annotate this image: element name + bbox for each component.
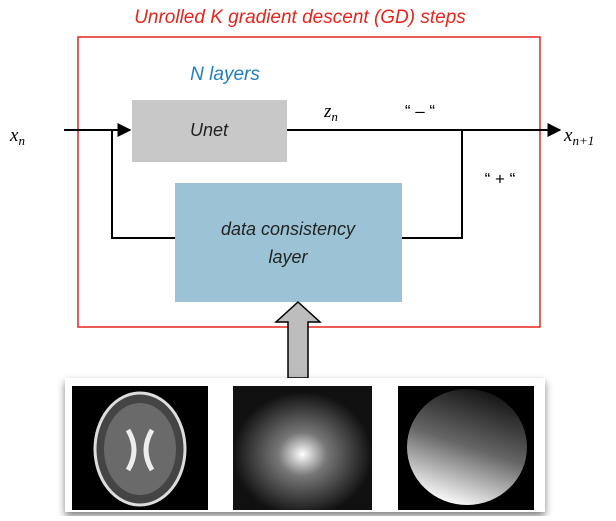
minus-sign: “ – “	[405, 101, 436, 120]
label-part: n	[18, 133, 25, 148]
label-part: n+1	[572, 133, 594, 148]
input-arrow	[276, 302, 320, 378]
output-var: xn+1	[563, 125, 594, 148]
unet-label: Unet	[190, 120, 229, 140]
diagram: Unrolled K gradient descent (GD) steps N…	[0, 0, 616, 516]
z-var: zn	[323, 101, 338, 124]
dc-label: layer	[268, 247, 308, 267]
input-var: xn	[9, 125, 25, 148]
brain-image	[72, 386, 208, 510]
sensitivity-image	[398, 386, 534, 510]
kspace-image	[233, 386, 372, 510]
dc-box	[175, 183, 402, 302]
title: Unrolled K gradient descent (GD) steps	[134, 7, 466, 28]
label-part: n	[331, 109, 338, 124]
dc-label: data consistency	[221, 219, 356, 239]
plus-sign: “ + “	[485, 169, 516, 188]
group-label: N layers	[190, 64, 260, 85]
